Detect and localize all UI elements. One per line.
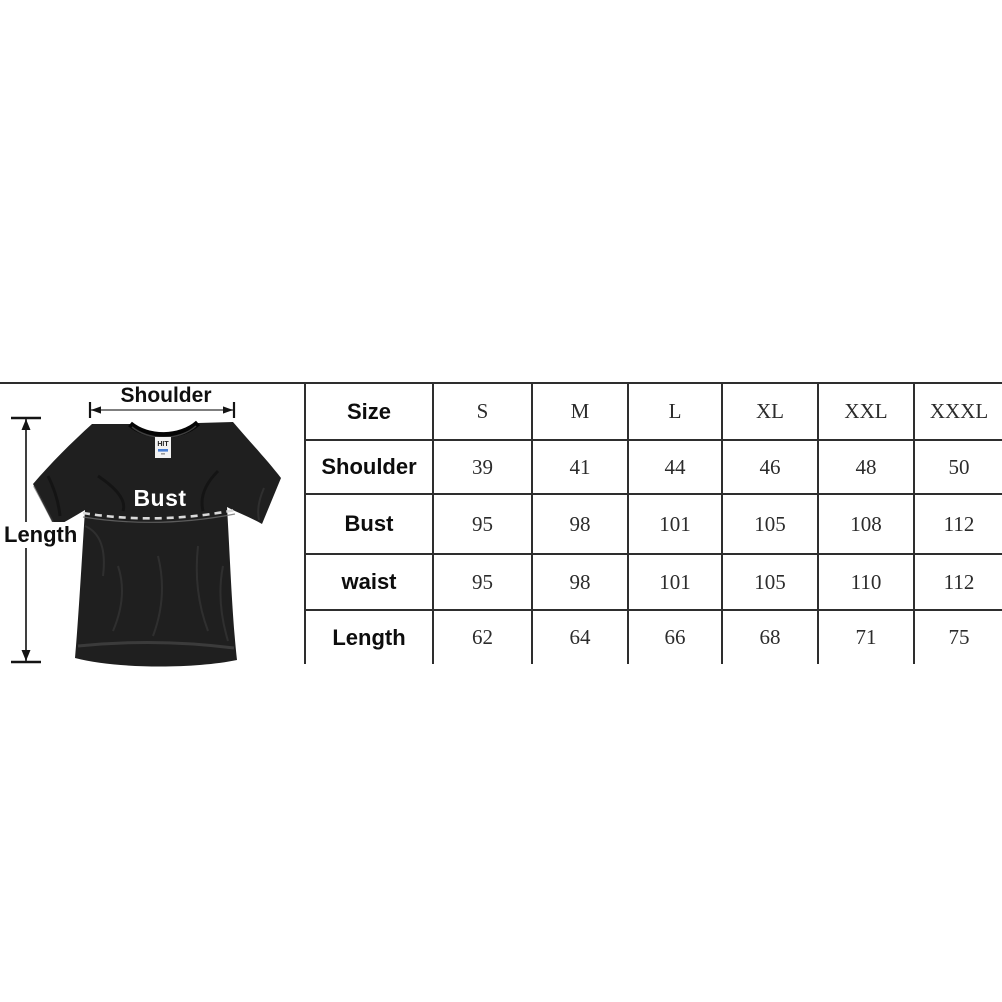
row-label-shoulder: Shoulder <box>304 439 434 495</box>
cell-value: 98 <box>531 553 629 611</box>
neck-tag-text: HIT <box>157 441 169 448</box>
neck-tag: HIT <box>155 437 171 458</box>
tshirt-body <box>33 422 281 667</box>
column-header-xxl: XXL <box>817 382 915 441</box>
cell-value: 112 <box>913 553 1002 611</box>
cell-value: 95 <box>432 493 533 555</box>
cell-value: 105 <box>721 553 819 611</box>
column-header-m: M <box>531 382 629 441</box>
cell-value: 64 <box>531 609 629 664</box>
cell-value: 112 <box>913 493 1002 555</box>
cell-value: 48 <box>817 439 915 495</box>
table-row-shoulder: Shoulder 39 41 44 46 48 50 <box>304 439 1002 495</box>
table-row-bust: Bust 95 98 101 105 108 112 <box>304 493 1002 555</box>
cell-value: 44 <box>627 439 723 495</box>
cell-value: 95 <box>432 553 533 611</box>
table-row-waist: waist 95 98 101 105 110 112 <box>304 553 1002 611</box>
cell-value: 41 <box>531 439 629 495</box>
row-label-waist: waist <box>304 553 434 611</box>
cell-value: 101 <box>627 493 723 555</box>
tshirt-wrinkles <box>33 485 265 642</box>
cell-value: 108 <box>817 493 915 555</box>
cell-value: 105 <box>721 493 819 555</box>
column-header-xxxl: XXXL <box>913 382 1002 441</box>
cell-value: 71 <box>817 609 915 664</box>
shoulder-dimension-arrow <box>88 402 236 418</box>
shoulder-measure-label: Shoulder <box>120 384 212 407</box>
bust-measure-label: Bust <box>133 485 187 511</box>
column-header-s: S <box>432 382 533 441</box>
cell-value: 50 <box>913 439 1002 495</box>
cell-value: 75 <box>913 609 1002 664</box>
cell-value: 46 <box>721 439 819 495</box>
cell-value: 110 <box>817 553 915 611</box>
length-measure-label: Length <box>1 522 81 548</box>
column-header-xl: XL <box>721 382 819 441</box>
cell-value: 98 <box>531 493 629 555</box>
bust-dashed-line <box>82 508 236 520</box>
table-header-row: Size S M L XL XXL XXXL <box>304 382 1002 441</box>
cell-value: 62 <box>432 609 533 664</box>
tshirt-collar <box>128 420 200 439</box>
row-label-bust: Bust <box>304 493 434 555</box>
column-header-l: L <box>627 382 723 441</box>
tshirt-image: HIT <box>33 420 281 667</box>
cell-value: 39 <box>432 439 533 495</box>
column-header-size: Size <box>304 382 434 441</box>
cell-value: 66 <box>627 609 723 664</box>
cell-value: 68 <box>721 609 819 664</box>
row-label-length: Length <box>304 609 434 664</box>
size-chart-table: Size S M L XL XXL XXXL Shoulder 39 41 44… <box>304 382 1002 664</box>
cell-value: 101 <box>627 553 723 611</box>
neck-tag-stripe <box>158 449 168 452</box>
table-row-length: Length 62 64 66 68 71 75 <box>304 609 1002 664</box>
